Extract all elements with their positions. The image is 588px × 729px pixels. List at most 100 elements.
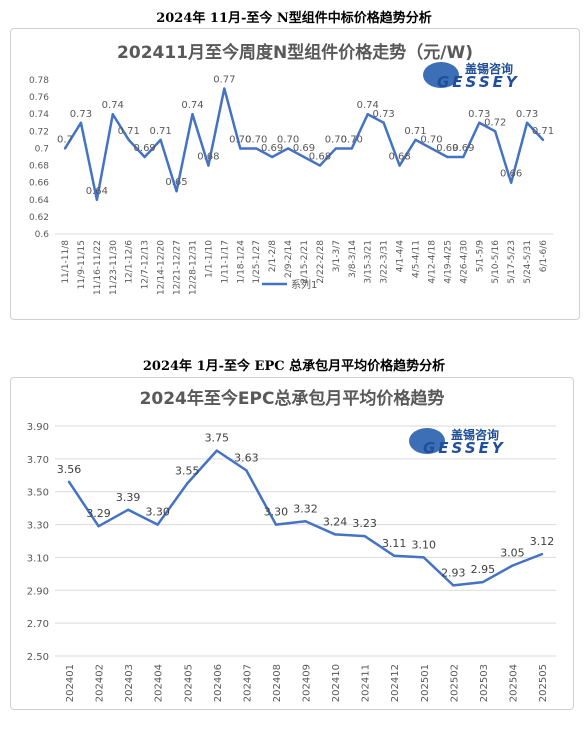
data-point bbox=[274, 523, 278, 526]
x-tick-label: 202504 bbox=[508, 664, 519, 702]
x-tick-label: 202411 bbox=[361, 664, 372, 702]
data-point bbox=[382, 121, 385, 124]
logo-cn-text: 盖锡咨询 bbox=[451, 427, 499, 442]
x-tick-label: 202412 bbox=[390, 664, 401, 702]
data-label: 0.69 bbox=[452, 143, 474, 154]
data-label: 0.73 bbox=[516, 109, 538, 120]
y-tick-label: 0.6 bbox=[35, 230, 50, 240]
x-tick-label: 2/22-2/28 bbox=[316, 240, 326, 284]
data-label: 0.69 bbox=[293, 143, 315, 154]
data-label: 3.39 bbox=[116, 491, 141, 504]
data-label: 0.73 bbox=[468, 109, 490, 120]
data-point bbox=[462, 155, 465, 159]
x-tick-label: 202403 bbox=[124, 664, 135, 702]
x-tick-label: 11/23-11/30 bbox=[109, 240, 119, 295]
data-point bbox=[398, 164, 401, 167]
y-tick-label: 0.64 bbox=[29, 196, 49, 206]
data-label: 3.24 bbox=[323, 515, 348, 528]
data-point bbox=[304, 520, 307, 523]
data-point bbox=[159, 138, 162, 142]
data-point bbox=[175, 190, 178, 193]
logo-en-text: GESSEY bbox=[437, 73, 520, 91]
data-label: 3.10 bbox=[412, 538, 437, 551]
data-point bbox=[446, 155, 449, 159]
data-point bbox=[392, 554, 396, 557]
data-label: 0.71 bbox=[532, 126, 554, 137]
y-tick-label: 3.70 bbox=[27, 455, 49, 466]
data-label: 0.68 bbox=[309, 152, 331, 163]
x-tick-label: 6/1-6/6 bbox=[539, 240, 549, 272]
legend-label: 系列1 bbox=[291, 278, 317, 291]
x-tick-label: 202501 bbox=[420, 664, 431, 702]
y-tick-label: 0.62 bbox=[29, 213, 49, 223]
data-label: 0.70 bbox=[420, 134, 442, 145]
data-label: 0.71 bbox=[149, 126, 171, 137]
chart-panel-epc-price: 2024年至今EPC总承包月平均价格趋势 盖锡咨询 GESSEY 2.50 2.70 2.… bbox=[10, 377, 574, 710]
x-tick-label: 11/16-11/22 bbox=[93, 240, 103, 295]
data-label: 2.93 bbox=[441, 566, 466, 579]
y-tick-label: 0.76 bbox=[29, 93, 49, 103]
data-label: 0.70 bbox=[245, 134, 267, 145]
x-tick-label: 5/1-5/9 bbox=[475, 240, 485, 272]
x-tick-label: 202406 bbox=[213, 664, 224, 702]
data-point bbox=[366, 113, 369, 116]
x-tick-label: 12/1-12/6 bbox=[125, 240, 135, 284]
x-tick-label: 202409 bbox=[302, 664, 313, 702]
data-label: 0.70 bbox=[341, 134, 363, 145]
y-tick-label: 0.78 bbox=[29, 76, 49, 86]
data-point bbox=[541, 138, 545, 142]
y-tick-label: 0.72 bbox=[29, 127, 49, 137]
data-point bbox=[207, 164, 210, 167]
data-point bbox=[239, 147, 242, 150]
data-point bbox=[422, 556, 425, 559]
x-tick-label: 3/22-3/31 bbox=[380, 240, 390, 284]
data-label: 0.74 bbox=[181, 100, 203, 111]
data-point bbox=[111, 113, 115, 116]
logo-en-text: GESSEY bbox=[423, 439, 506, 457]
data-point bbox=[63, 147, 67, 150]
data-point bbox=[95, 198, 99, 201]
data-label: 2.95 bbox=[471, 563, 496, 576]
data-point bbox=[511, 564, 514, 567]
data-point bbox=[186, 482, 189, 485]
data-label: 3.12 bbox=[530, 535, 555, 548]
data-label: 0.71 bbox=[118, 126, 140, 137]
data-label: 3.23 bbox=[352, 517, 377, 530]
x-tick-label: 4/5-4/11 bbox=[412, 240, 422, 278]
x-tick-label: 2/1-2/8 bbox=[268, 240, 278, 272]
x-tick-label: 202402 bbox=[95, 664, 106, 702]
data-label: 3.05 bbox=[500, 547, 525, 560]
data-label: 0.66 bbox=[500, 169, 522, 180]
data-label: 3.32 bbox=[293, 502, 318, 515]
y-tick-label: 2.70 bbox=[27, 619, 49, 630]
y-tick-label: 2.90 bbox=[27, 586, 49, 597]
data-point bbox=[156, 523, 159, 526]
data-point bbox=[302, 155, 306, 159]
bottom-chart-caption: 2024年 1月-至今 EPC 总承包月平均价格趋势分析 bbox=[142, 359, 446, 374]
x-tick-label: 3/15-3/21 bbox=[364, 240, 374, 284]
x-tick-label: 2/9-2/14 bbox=[284, 240, 294, 278]
x-tick-label: 202407 bbox=[242, 664, 253, 702]
data-point bbox=[481, 580, 485, 584]
x-tick-label: 202405 bbox=[183, 664, 194, 702]
data-point bbox=[540, 552, 544, 556]
x-tick-label: 12/14-12/20 bbox=[157, 240, 167, 295]
data-label: 0.64 bbox=[86, 186, 108, 197]
data-label: 0.72 bbox=[484, 117, 506, 128]
data-label: 0.74 bbox=[102, 100, 124, 111]
x-tick-label: 5/17-5/23 bbox=[507, 240, 517, 284]
data-label: 3.30 bbox=[145, 506, 170, 519]
y-tick-label: 3.50 bbox=[27, 488, 49, 499]
data-label: 0.71 bbox=[404, 126, 426, 137]
data-point bbox=[67, 480, 71, 484]
y-tick-label: 3.90 bbox=[27, 422, 49, 433]
data-label: 0.74 bbox=[357, 100, 379, 111]
data-label: 0.69 bbox=[436, 143, 458, 154]
y-tick-label: 3.30 bbox=[27, 521, 49, 532]
data-point bbox=[97, 525, 100, 528]
x-tick-label: 5/10-5/16 bbox=[491, 240, 501, 284]
data-point bbox=[494, 130, 497, 133]
data-label: 0.65 bbox=[165, 177, 187, 188]
x-tick-label: 202505 bbox=[538, 664, 549, 702]
